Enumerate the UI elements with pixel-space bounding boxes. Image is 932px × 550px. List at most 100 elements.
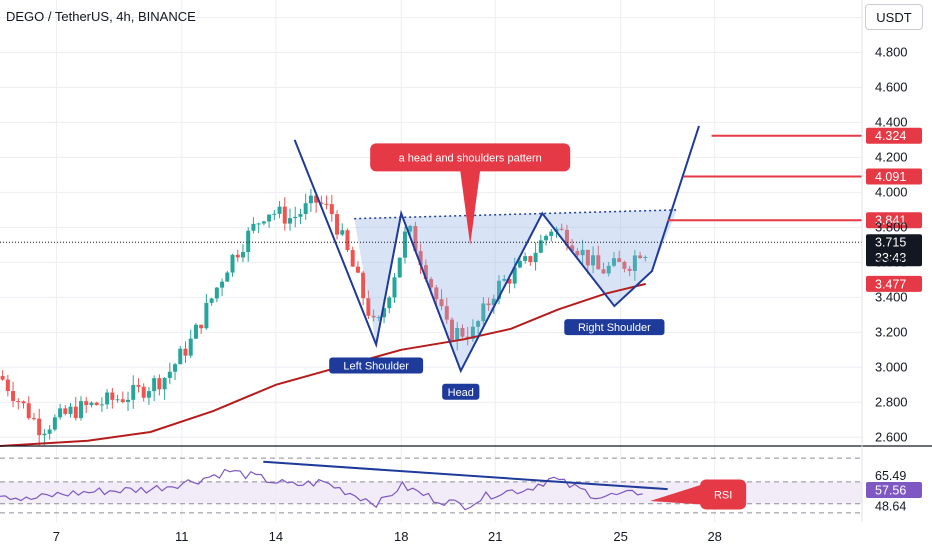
- candle-body: [11, 391, 16, 401]
- candle-body: [439, 299, 444, 307]
- candle-body: [585, 249, 590, 266]
- candle-body: [131, 384, 136, 400]
- candle-body: [68, 406, 73, 414]
- candle-body: [220, 281, 225, 288]
- candle-body: [47, 429, 52, 434]
- candle-body: [178, 348, 183, 365]
- candle-body: [188, 338, 193, 356]
- rsi-tag-bg: [866, 498, 922, 515]
- candle-body: [617, 258, 622, 262]
- candle-body: [533, 252, 538, 263]
- candle-body: [481, 303, 486, 322]
- candlestick-series: [0, 189, 648, 446]
- candle-body: [115, 399, 120, 401]
- candle-body: [58, 408, 63, 418]
- candle-body: [486, 303, 491, 306]
- candle-body: [136, 384, 141, 387]
- candle-body: [397, 257, 402, 278]
- candle-body: [261, 221, 266, 224]
- candle-body: [627, 268, 632, 271]
- candle-body: [99, 404, 104, 406]
- candle-body: [559, 228, 564, 230]
- candle-body: [209, 298, 214, 303]
- candle-body: [288, 218, 293, 224]
- candle-body: [141, 386, 146, 398]
- rsi-callout-text: RSI: [714, 489, 732, 501]
- candle-body: [622, 261, 627, 269]
- candle-body: [240, 252, 245, 258]
- candle-body: [157, 378, 162, 390]
- candle-body: [199, 324, 204, 329]
- rsi-callout-box: [700, 479, 747, 510]
- candle-body: [89, 402, 94, 406]
- candle-body: [63, 408, 68, 414]
- callout-box: [370, 143, 571, 172]
- candle-body: [126, 399, 131, 402]
- candle-body: [282, 206, 287, 224]
- pattern-label-bg: [442, 383, 480, 400]
- candle-body: [31, 418, 36, 420]
- rsi-trendline: [263, 460, 668, 491]
- candle-body: [575, 251, 580, 256]
- candle-body: [418, 251, 423, 266]
- price-tag-bg: [866, 212, 922, 229]
- candle-body: [298, 214, 303, 217]
- candle-body: [319, 202, 324, 204]
- candle-body: [225, 272, 230, 282]
- candle-body: [523, 256, 528, 261]
- candle-body: [470, 326, 475, 339]
- rsi-line: [0, 468, 643, 511]
- current-price-tag: 3.715: [875, 236, 906, 250]
- y-tick-label: 4.000: [875, 184, 908, 199]
- candle-body: [110, 392, 115, 400]
- candle-body: [277, 206, 282, 214]
- y-tick-label: 3.000: [875, 359, 908, 374]
- callout-pointer: [460, 170, 481, 245]
- x-tick-label: 7: [53, 529, 60, 544]
- candle-body: [204, 302, 209, 329]
- price-tag: 3.477: [875, 277, 906, 291]
- candle-body: [507, 278, 512, 284]
- pattern-label-bg: [564, 319, 665, 336]
- candle-body: [366, 298, 371, 316]
- candle-body: [272, 213, 277, 215]
- candle-body: [512, 267, 517, 284]
- candle-body: [173, 364, 178, 372]
- candle-body: [382, 308, 387, 318]
- currency-button[interactable]: USDT: [865, 4, 923, 30]
- price-tag-bg: [866, 168, 922, 185]
- candle-body: [84, 401, 89, 406]
- y-tick-label: 4.800: [875, 44, 908, 59]
- candle-body: [387, 297, 392, 309]
- pattern-zigzag: [293, 125, 700, 374]
- y-tick-label: 4.600: [875, 79, 908, 94]
- candle-body: [152, 378, 157, 392]
- candle-body: [376, 317, 381, 319]
- candle-body: [460, 328, 465, 337]
- candle-body: [251, 223, 256, 231]
- candle-body: [476, 321, 481, 327]
- candle-body: [455, 328, 460, 341]
- candle-body: [402, 231, 407, 258]
- x-tick-label: 18: [394, 529, 408, 544]
- y-tick-label: 3.200: [875, 324, 908, 339]
- candle-body: [16, 400, 21, 402]
- candle-body: [52, 417, 57, 430]
- candle-body: [246, 230, 251, 253]
- candle-body: [408, 225, 413, 232]
- pattern-label: Right Shoulder: [578, 322, 651, 334]
- candle-body: [42, 433, 47, 436]
- candle-body: [329, 204, 334, 215]
- pattern-label: Head: [448, 387, 474, 399]
- candle-body: [105, 392, 110, 405]
- price-tag: 3.841: [875, 214, 906, 228]
- x-tick-label: 25: [613, 529, 627, 544]
- candle-body: [350, 250, 355, 267]
- candle-body: [544, 235, 549, 241]
- candle-body: [162, 378, 167, 390]
- x-tick-label: 28: [707, 529, 721, 544]
